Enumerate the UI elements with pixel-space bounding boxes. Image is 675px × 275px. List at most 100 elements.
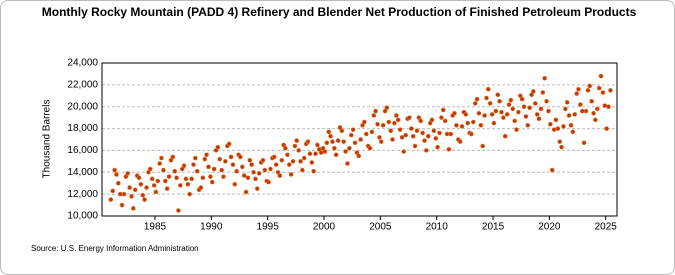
chart-title: Monthly Rocky Mountain (PADD 4) Refinery… [41,5,637,19]
data-point [217,156,223,162]
data-point [208,174,213,179]
data-point [240,164,245,170]
data-point [127,185,132,190]
data-point [487,101,493,106]
data-point [403,132,409,138]
data-point [234,168,239,174]
data-point [472,101,478,106]
data-point [380,122,386,128]
y-tick-label: 18,000 [67,123,98,134]
data-point [305,139,311,144]
data-point [292,143,298,149]
data-point [176,208,181,213]
x-tick-label: 2010 [426,222,449,233]
data-point [377,135,382,140]
data-point [296,148,301,153]
data-point [407,115,412,120]
data-point [410,133,416,139]
data-point [193,155,198,161]
x-tick-label: 2005 [369,222,392,233]
data-point [155,178,161,184]
x-tick-label: 2000 [313,222,336,233]
data-point [578,102,583,107]
data-point [249,162,254,167]
data-point [151,183,157,188]
data-point [343,149,348,154]
data-point [194,168,200,174]
data-point [198,185,204,190]
data-point [322,149,328,154]
y-axis-label: Thousand Barrels [42,100,53,179]
data-point [506,102,512,107]
data-point [313,151,318,157]
data-point [211,166,217,172]
data-point [476,110,482,116]
data-point [439,115,444,120]
data-point [108,197,114,202]
data-point [532,101,538,106]
y-tick-label: 20,000 [67,101,98,112]
data-point [339,128,345,134]
data-point [512,118,517,124]
data-point [420,130,425,136]
data-point [555,126,561,131]
data-point [318,150,324,155]
data-point [401,149,407,154]
data-point [149,176,155,182]
data-point [463,112,469,117]
data-point [429,117,435,123]
x-tick-label: 2015 [482,222,505,233]
data-point [534,112,540,117]
data-point [544,98,549,104]
data-point [172,168,177,174]
y-tick-label: 10,000 [67,211,98,222]
data-point [602,103,608,108]
data-point [202,156,208,162]
data-point [480,143,485,149]
data-point [373,108,378,114]
data-point [228,154,234,160]
data-point [564,100,570,105]
data-point [131,206,136,211]
data-point [163,178,168,184]
data-point [226,141,232,147]
data-point [164,186,170,191]
data-point [110,188,116,194]
data-point [394,113,399,118]
data-point [444,131,450,137]
data-point [519,96,525,102]
data-point [129,194,134,199]
data-point [170,154,176,160]
data-point [486,86,491,92]
data-point [363,131,369,137]
x-tick-label: 1995 [257,222,280,233]
data-point [437,130,442,136]
data-point [557,139,563,144]
data-point [347,145,352,151]
data-point [457,139,463,144]
data-point [388,128,394,134]
data-point [326,129,332,135]
data-point [157,161,162,166]
data-point [531,89,536,94]
data-point [273,162,279,167]
data-point [147,166,153,172]
data-point [397,127,403,132]
data-point [433,136,439,141]
data-point [375,121,380,127]
data-point [497,98,502,104]
data-point [574,91,579,96]
data-point [241,173,247,178]
data-point [596,85,602,91]
data-point [286,162,292,167]
data-point [409,126,414,131]
data-point [309,160,315,165]
data-point [386,119,392,125]
data-point [142,197,147,202]
data-point [215,144,221,150]
data-point [459,124,465,129]
data-point [223,159,228,164]
data-point [516,109,521,115]
data-point [185,182,191,187]
